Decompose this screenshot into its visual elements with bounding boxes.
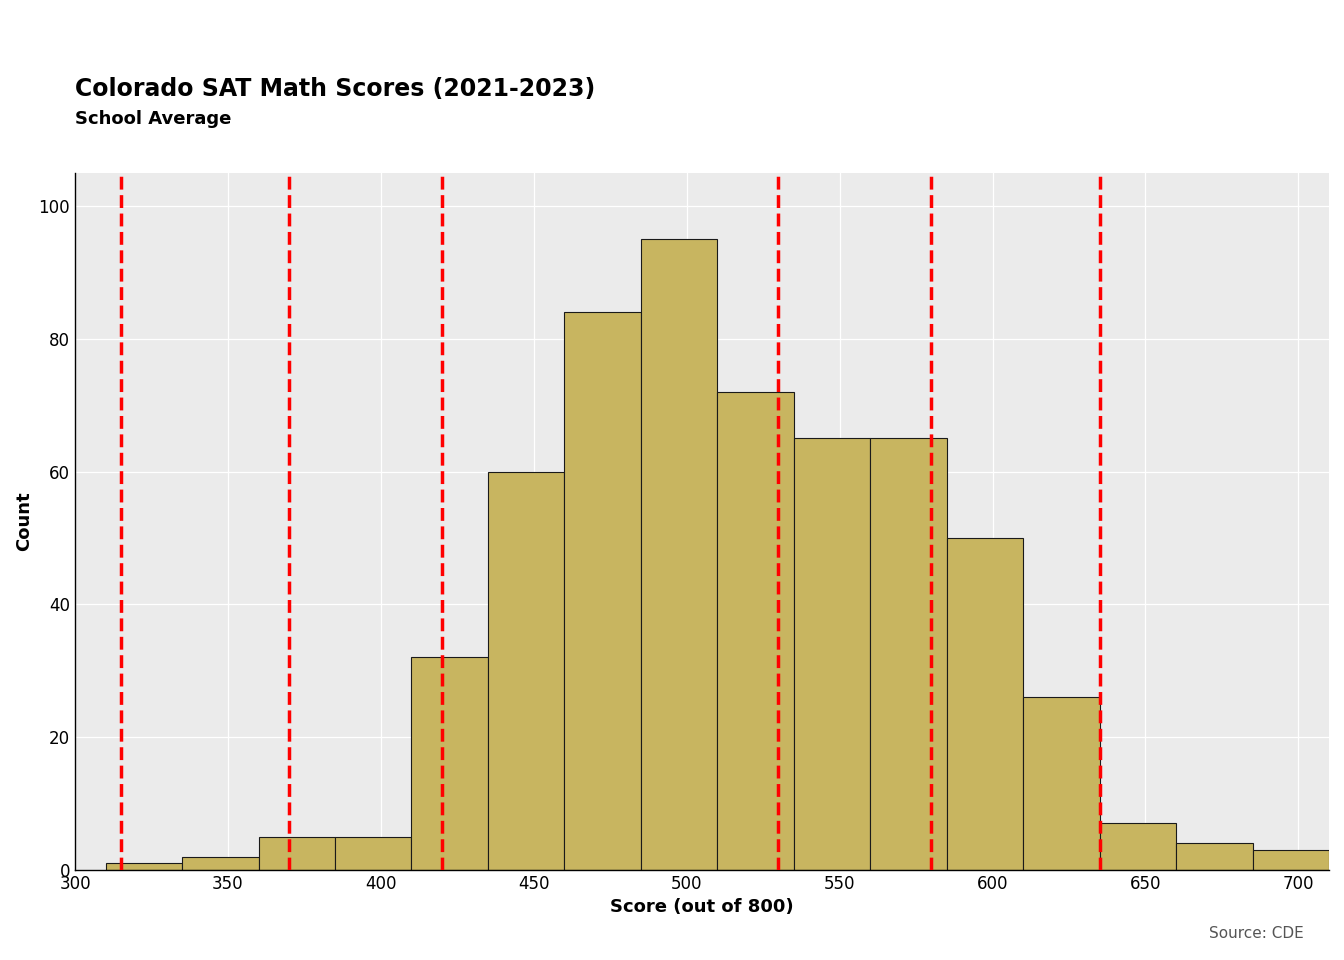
- Bar: [106, 863, 181, 870]
- Bar: [641, 239, 718, 870]
- Bar: [718, 392, 794, 870]
- Bar: [258, 836, 335, 870]
- Bar: [794, 439, 870, 870]
- Bar: [564, 312, 641, 870]
- Bar: [870, 439, 946, 870]
- Bar: [1099, 824, 1176, 870]
- Bar: [488, 471, 564, 870]
- Bar: [181, 856, 258, 870]
- Bar: [411, 658, 488, 870]
- Text: Source: CDE: Source: CDE: [1210, 925, 1304, 941]
- Bar: [946, 538, 1023, 870]
- Bar: [1176, 843, 1253, 870]
- Y-axis label: Count: Count: [15, 492, 34, 551]
- Bar: [1253, 850, 1329, 870]
- Bar: [335, 836, 411, 870]
- Text: Colorado SAT Math Scores (2021-2023): Colorado SAT Math Scores (2021-2023): [75, 77, 595, 101]
- Text: School Average: School Average: [75, 110, 231, 129]
- X-axis label: Score (out of 800): Score (out of 800): [610, 899, 794, 916]
- Bar: [1023, 697, 1099, 870]
